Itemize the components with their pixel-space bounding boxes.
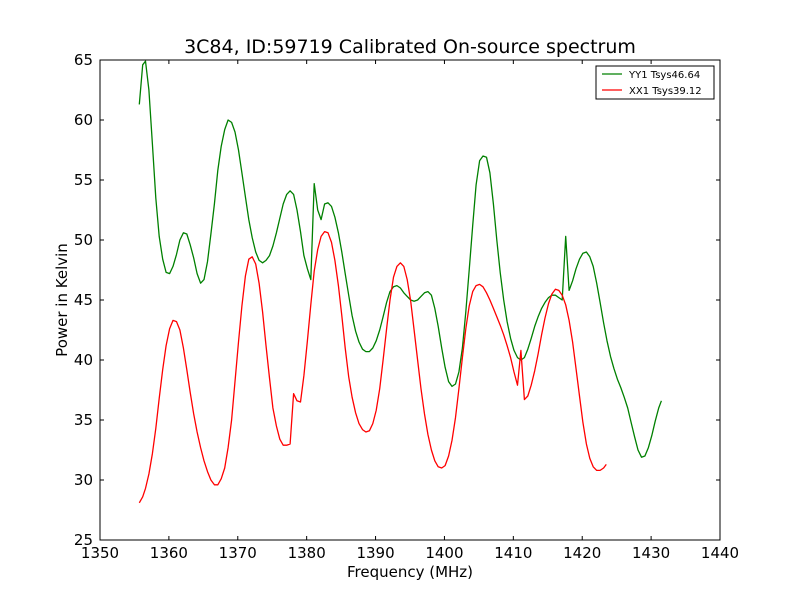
y-tick-label: 40 xyxy=(74,351,93,369)
x-axis-label: Frequency (MHz) xyxy=(347,563,473,581)
x-tick-label: 1370 xyxy=(219,544,257,562)
x-tick-label: 1440 xyxy=(701,544,739,562)
x-tick-label: 1420 xyxy=(563,544,601,562)
x-tick-label: 1390 xyxy=(356,544,394,562)
x-tick-label: 1380 xyxy=(288,544,326,562)
y-axis-label: Power in Kelvin xyxy=(53,243,71,357)
y-tick-label: 30 xyxy=(74,471,93,489)
y-tick-label: 60 xyxy=(74,111,93,129)
x-tick-label: 1400 xyxy=(425,544,463,562)
chart-title: 3C84, ID:59719 Calibrated On-source spec… xyxy=(184,36,636,58)
y-tick-label: 50 xyxy=(74,231,93,249)
y-tick-label: 65 xyxy=(74,51,93,69)
x-axis-ticks: 1350 1360 1370 1380 1390 1400 1410 1420 1430 1440 xyxy=(81,60,739,562)
series-layer xyxy=(138,60,663,504)
series-line-yy1 xyxy=(138,60,663,458)
series-line-xx1 xyxy=(138,230,607,504)
legend-box xyxy=(595,65,715,100)
x-tick-label: 1410 xyxy=(494,544,532,562)
y-tick-label: 55 xyxy=(74,171,93,189)
x-tick-label: 1350 xyxy=(81,544,119,562)
legend-label-xx1: XX1 Tsys39.12 xyxy=(629,86,702,97)
x-tick-label: 1360 xyxy=(150,544,188,562)
legend-label-yy1: YY1 Tsys46.64 xyxy=(628,70,700,81)
y-axis-ticks: 25 30 35 40 45 50 55 60 65 xyxy=(74,51,720,549)
y-tick-label: 35 xyxy=(74,411,93,429)
y-tick-label: 25 xyxy=(74,531,93,549)
x-tick-label: 1430 xyxy=(632,544,670,562)
y-tick-label: 45 xyxy=(74,291,93,309)
legend: YY1 Tsys46.64 XX1 Tsys39.12 xyxy=(595,65,715,100)
